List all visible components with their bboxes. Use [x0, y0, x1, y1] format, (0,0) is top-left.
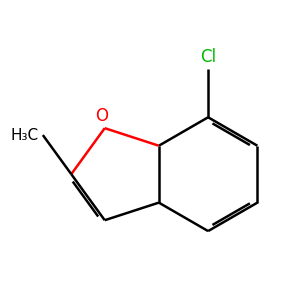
Text: Cl: Cl [200, 47, 216, 65]
Text: H₃C: H₃C [10, 128, 38, 142]
Text: O: O [95, 107, 108, 125]
